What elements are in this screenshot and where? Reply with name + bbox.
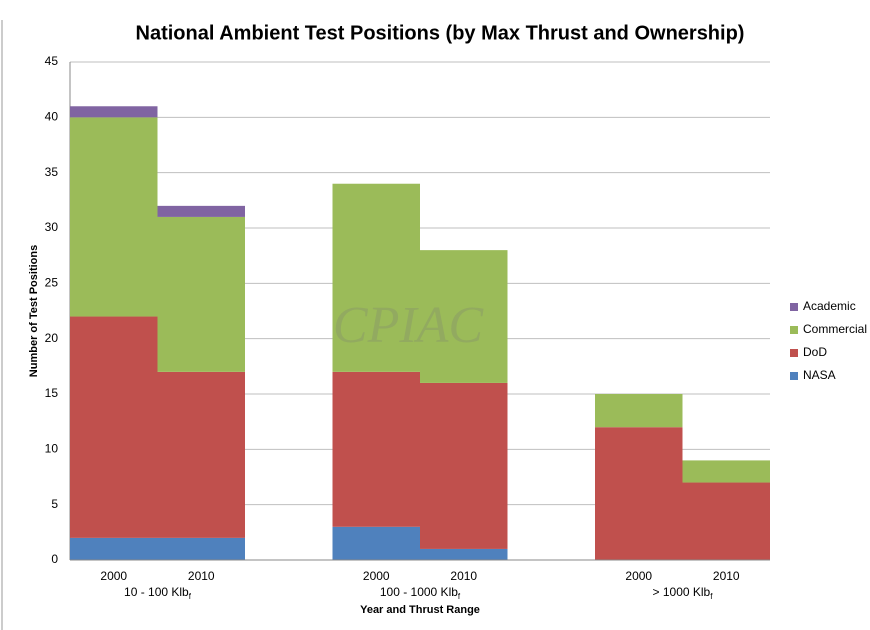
x-tick-label: 2010 xyxy=(188,569,215,583)
bar-segment xyxy=(420,382,508,549)
bar-segment xyxy=(332,183,420,372)
bar-segment xyxy=(420,548,508,560)
y-tick-label: 10 xyxy=(45,442,59,456)
y-tick-label: 15 xyxy=(45,386,59,400)
bar-segment xyxy=(420,250,508,383)
bar-segment xyxy=(70,106,158,118)
y-tick-label: 30 xyxy=(45,220,59,234)
group-label-subscript: f xyxy=(189,592,192,601)
bar-segment xyxy=(157,537,245,560)
legend-label: NASA xyxy=(803,368,836,382)
group-label-subscript: f xyxy=(458,592,461,601)
group-label-text: 100 - 1000 Klb xyxy=(380,585,458,599)
group-label-subscript: f xyxy=(710,592,713,601)
group-label: > 1000 Klbf xyxy=(653,585,714,601)
y-tick-label: 45 xyxy=(45,54,59,68)
watermark: CPIAC xyxy=(333,297,485,354)
bar-segment xyxy=(70,117,158,317)
group-label: 10 - 100 Klbf xyxy=(124,585,192,601)
y-tick-label: 40 xyxy=(45,110,59,124)
bar-segment xyxy=(157,205,245,217)
y-tick-label: 35 xyxy=(45,165,59,179)
bar-segment xyxy=(332,526,420,560)
legend-swatch xyxy=(790,372,798,380)
group-label-text: > 1000 Klb xyxy=(653,585,711,599)
y-tick-label: 5 xyxy=(51,497,58,511)
y-tick-label: 0 xyxy=(51,552,58,566)
x-tick-label: 2000 xyxy=(625,569,652,583)
chart-title: National Ambient Test Positions (by Max … xyxy=(136,22,745,44)
legend-label: DoD xyxy=(803,345,827,359)
x-tick-label: 2010 xyxy=(450,569,477,583)
x-tick-label: 2010 xyxy=(713,569,740,583)
group-label: 100 - 1000 Klbf xyxy=(380,585,461,601)
bar-segment xyxy=(157,216,245,372)
bar-segment xyxy=(595,394,683,428)
x-tick-label: 2000 xyxy=(100,569,127,583)
bar-segment xyxy=(70,316,158,538)
legend-swatch xyxy=(790,349,798,357)
bar-segment xyxy=(682,460,770,483)
bar-segment xyxy=(70,537,158,560)
bar-segment xyxy=(157,371,245,538)
x-axis-title: Year and Thrust Range xyxy=(360,604,480,616)
bar-segment xyxy=(682,482,770,560)
bar-segment xyxy=(595,427,683,560)
legend-swatch xyxy=(790,303,798,311)
x-tick-label: 2000 xyxy=(363,569,390,583)
y-axis-title: Number of Test Positions xyxy=(28,245,40,377)
bar-segment xyxy=(332,371,420,527)
group-label-text: 10 - 100 Klb xyxy=(124,585,189,599)
legend-swatch xyxy=(790,326,798,334)
legend-label: Commercial xyxy=(803,322,867,336)
y-tick-label: 25 xyxy=(45,276,59,290)
y-tick-label: 20 xyxy=(45,331,59,345)
legend-label: Academic xyxy=(803,299,856,313)
